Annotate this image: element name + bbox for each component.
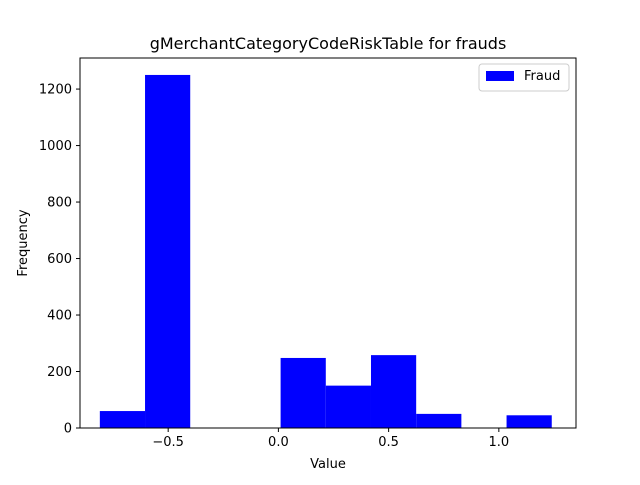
legend-label-fraud: Fraud: [524, 69, 560, 84]
histogram-bar-9: [506, 415, 552, 428]
y-axis-ticks: 0 200 400 600 800 1000 1200: [39, 83, 80, 437]
y-tick-label-4: 800: [47, 196, 72, 211]
x-axis-ticks: −0.5 0.0 0.5 1.0: [152, 428, 509, 450]
plot-frame: [79, 57, 577, 429]
y-axis-label: Frequency: [16, 209, 31, 276]
y-tick-label-6: 1200: [39, 83, 72, 98]
y-tick-label-5: 1000: [39, 139, 72, 154]
x-tick-label-2: 0.5: [378, 435, 399, 450]
legend: Fraud: [478, 63, 570, 92]
x-tick-label-1: 0.0: [268, 435, 289, 450]
y-tick-label-1: 200: [47, 365, 72, 380]
histogram-bar-7: [416, 413, 462, 428]
x-tick-label-3: 1.0: [489, 435, 510, 450]
legend-swatch-fraud: [486, 71, 514, 81]
histogram-bar-6: [370, 355, 417, 428]
histogram-bar-5: [325, 385, 371, 428]
y-tick-label-2: 400: [47, 309, 72, 324]
histogram-bar-1: [145, 74, 191, 428]
bars-group: [99, 74, 552, 428]
legend-box: [478, 63, 570, 92]
y-tick-label-0: 0: [64, 422, 72, 437]
chart-title: gMerchantCategoryCodeRiskTable for fraud…: [150, 34, 507, 53]
histogram-bar-0: [99, 411, 146, 428]
x-axis-label: Value: [310, 457, 346, 472]
x-tick-label-0: −0.5: [152, 435, 184, 450]
histogram-bar-4: [280, 357, 326, 428]
y-tick-label-3: 600: [47, 252, 72, 267]
